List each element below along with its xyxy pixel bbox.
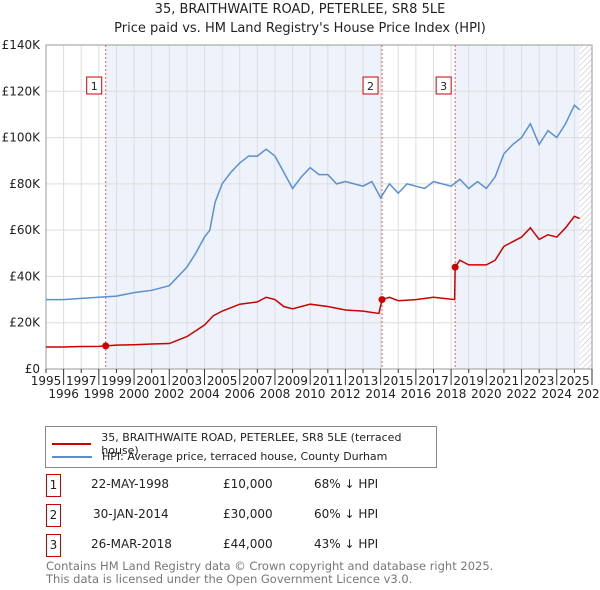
x-tick-label: 2017 (418, 374, 449, 388)
y-tick-label: £60K (9, 223, 41, 237)
transaction-price: £44,000 (223, 537, 273, 551)
legend-label: 35, BRAITHWAITE ROAD, PETERLEE, SR8 5LE … (101, 431, 402, 457)
sale-label: 2 (367, 80, 374, 93)
sale-point (378, 296, 386, 304)
shaded-ownership-period (455, 45, 580, 369)
footer-licence: This data is licensed under the Open Gov… (46, 572, 413, 586)
legend-item-hpi: HPI: Average price, terraced house, Coun… (52, 450, 387, 463)
chart-subtitle: Price paid vs. HM Land Registry's House … (114, 21, 486, 36)
x-tick-label: 2026 (577, 387, 600, 401)
x-tick-label: 2025 (559, 374, 590, 388)
transaction-price: £30,000 (223, 507, 273, 521)
y-tick-label: £80K (9, 177, 41, 191)
x-tick-label: 1996 (48, 387, 79, 401)
x-tick-label: 2007 (242, 374, 273, 388)
x-tick-label: 2004 (189, 387, 220, 401)
y-tick-label: £40K (9, 269, 41, 283)
legend-item-property: 35, BRAITHWAITE ROAD, PETERLEE, SR8 5LE … (52, 431, 436, 457)
y-tick-label: £120K (2, 84, 42, 98)
sale-point (451, 263, 459, 271)
footer-copyright: Contains HM Land Registry data © Crown c… (46, 559, 494, 573)
x-tick-label: 2015 (383, 374, 414, 388)
x-tick-label: 2023 (524, 374, 555, 388)
transaction-hpi: 60% ↓ HPI (314, 507, 379, 521)
legend-label: HPI: Average price, terraced house, Coun… (102, 450, 388, 463)
transaction-date: 30-JAN-2014 (93, 507, 169, 521)
x-tick-label: 1998 (84, 387, 115, 401)
x-tick-label: 2013 (348, 374, 379, 388)
x-tick-label: 2024 (542, 387, 573, 401)
y-tick-label: £140K (2, 38, 42, 52)
x-tick-label: 1997 (66, 374, 97, 388)
price-paid-line (46, 215, 580, 348)
x-tick-label: 1995 (31, 374, 62, 388)
x-tick-label: 2011 (313, 374, 344, 388)
x-tick-label: 2020 (471, 387, 502, 401)
x-tick-label: 2014 (365, 387, 396, 401)
x-tick-label: 2021 (489, 374, 520, 388)
y-tick-label: £0 (25, 362, 40, 376)
transaction-number: 3 (46, 534, 61, 557)
x-tick-label: 2022 (506, 387, 537, 401)
y-tick-label: £100K (2, 131, 42, 145)
plot-border (45, 44, 593, 370)
shaded-ownership-period (105, 45, 383, 369)
transaction-hpi: 68% ↓ HPI (314, 477, 379, 491)
x-tick-label: 1999 (101, 374, 132, 388)
transaction-date: 22-MAY-1998 (91, 477, 170, 491)
x-tick-label: 2002 (154, 387, 185, 401)
x-tick-label: 2001 (136, 374, 167, 388)
transaction-date: 26-MAR-2018 (91, 537, 172, 551)
price-chart: 1 2 31995199619971998199920002001200220032… (2, 38, 600, 401)
x-tick-label: 2018 (436, 387, 467, 401)
legend: 35, BRAITHWAITE ROAD, PETERLEE, SR8 5LE … (45, 426, 437, 468)
transaction-price: £10,000 (223, 477, 273, 491)
x-tick-label: 2006 (224, 387, 255, 401)
chart-title: 35, BRAITHWAITE ROAD, PETERLEE, SR8 5LE (154, 2, 446, 17)
sale-label-box (86, 76, 103, 95)
hpi-line (46, 103, 581, 301)
sale-label: 1 (91, 80, 98, 93)
sale-point (102, 342, 110, 350)
x-tick-label: 2016 (401, 387, 432, 401)
sale-label: 3 (440, 80, 447, 93)
legend-swatch-red (52, 443, 92, 445)
x-tick-label: 2010 (295, 387, 326, 401)
transaction-number: 1 (46, 474, 61, 497)
x-tick-label: 2003 (172, 374, 203, 388)
x-tick-label: 2012 (330, 387, 361, 401)
y-tick-label: £20K (9, 316, 41, 330)
x-tick-label: 2000 (119, 387, 150, 401)
x-tick-label: 2008 (260, 387, 291, 401)
sale-label-box (435, 76, 452, 95)
x-tick-label: 2009 (277, 374, 308, 388)
footer: Contains HM Land Registry data © Crown c… (46, 560, 493, 586)
hatched-future-region (579, 45, 592, 369)
transaction-hpi: 43% ↓ HPI (314, 537, 379, 551)
transaction-number: 2 (46, 504, 61, 527)
x-tick-label: 2019 (453, 374, 484, 388)
legend-swatch-blue (52, 455, 92, 458)
sale-label-box (362, 76, 379, 95)
x-tick-label: 2005 (207, 374, 238, 388)
